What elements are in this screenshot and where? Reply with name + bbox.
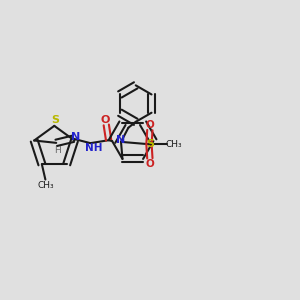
Text: CH₃: CH₃ [165, 140, 182, 149]
Text: CH₃: CH₃ [38, 181, 54, 190]
Text: O: O [146, 159, 154, 169]
Text: O: O [100, 115, 110, 124]
Text: N: N [116, 135, 126, 146]
Text: S: S [52, 115, 59, 125]
Text: N: N [71, 132, 80, 142]
Text: O: O [146, 120, 154, 130]
Text: H: H [54, 146, 61, 155]
Text: NH: NH [85, 143, 103, 153]
Text: S: S [146, 139, 154, 149]
